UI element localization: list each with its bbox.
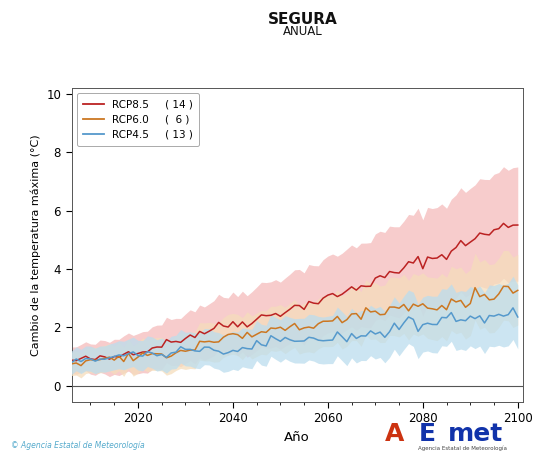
Text: E: E	[419, 422, 436, 446]
Y-axis label: Cambio de la temperatura máxima (°C): Cambio de la temperatura máxima (°C)	[30, 134, 41, 356]
Text: A: A	[385, 422, 404, 446]
Text: © Agencia Estatal de Meteorología: © Agencia Estatal de Meteorología	[11, 442, 145, 450]
Text: ANUAL: ANUAL	[283, 25, 322, 38]
X-axis label: Año: Año	[284, 431, 310, 444]
Text: met: met	[448, 422, 503, 446]
Text: SEGURA: SEGURA	[268, 12, 337, 26]
Legend: RCP8.5     ( 14 ), RCP6.0     (  6 ), RCP4.5     ( 13 ): RCP8.5 ( 14 ), RCP6.0 ( 6 ), RCP4.5 ( 13…	[76, 93, 199, 146]
Text: Agencia Estatal de Meteorología: Agencia Estatal de Meteorología	[417, 446, 507, 451]
